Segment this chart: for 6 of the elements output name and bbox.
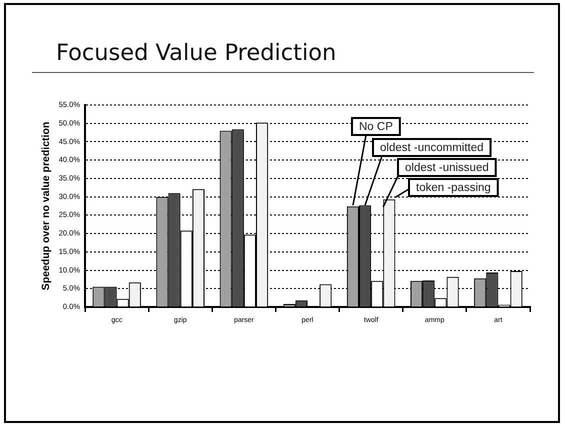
text: No CP	[359, 121, 394, 134]
chart-title: Focused Value Prediction	[56, 40, 336, 66]
series-label: token -passing	[416, 182, 491, 194]
text: oldest -uncommitted	[380, 142, 484, 154]
text: oldest -unissued	[405, 162, 489, 174]
y-axis-title: Speedup over no value prediction	[40, 122, 52, 290]
